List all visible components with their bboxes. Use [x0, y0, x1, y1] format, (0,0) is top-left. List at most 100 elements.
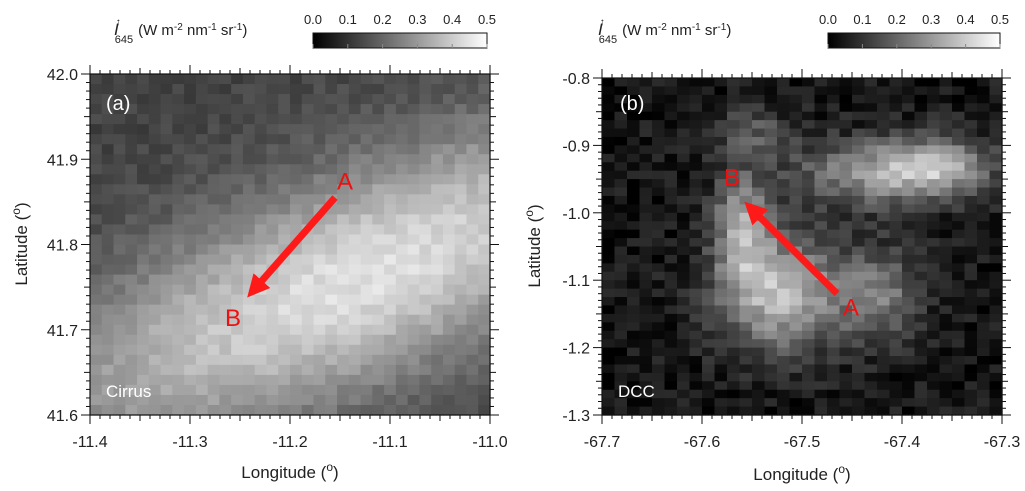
panel-b-heatmap-cell — [614, 179, 628, 189]
panel-b-heatmap-cell — [664, 297, 678, 307]
panel-b-heatmap-cell — [677, 103, 691, 113]
panel-b-heatmap-cell — [939, 271, 953, 281]
panel-b-heatmap-cell — [927, 330, 941, 340]
panel-a-heatmap-cell — [431, 174, 444, 185]
panel-a-heatmap-cell — [407, 314, 421, 326]
panel-b-heatmap-cell — [814, 313, 828, 323]
panel-a-heatmap-cell — [313, 334, 326, 346]
panel-a-heatmap-cell — [101, 174, 115, 185]
panel-b-heatmap-cell — [839, 120, 853, 130]
panel-a-heatmap-cell — [137, 74, 150, 85]
panel-b-heatmap-cell — [914, 356, 928, 366]
panel-b-heatmap-cell — [764, 170, 778, 180]
panel-a-heatmap-cell — [360, 384, 373, 396]
panel-a-heatmap-cell — [290, 364, 303, 376]
panel-a-heatmap-cell — [113, 384, 126, 396]
panel-b-heatmap-cell — [989, 330, 1003, 340]
panel-a-heatmap-cell — [137, 394, 150, 406]
panel-a-heatmap-cell — [90, 384, 103, 396]
panel-b-heatmap-cell — [964, 86, 978, 96]
panel-a-heatmap-cell — [207, 154, 221, 165]
panel-b-heatmap-cell — [989, 221, 1003, 231]
panel-a-heatmap-cell — [278, 324, 291, 336]
panel-b-heatmap-cell — [864, 330, 878, 340]
panel-b-heatmap-cell — [702, 271, 716, 281]
panel-b-heatmap-cell — [902, 330, 916, 340]
panel-a-heatmap-cell — [360, 144, 373, 155]
panel-b-heatmap-cell — [864, 78, 878, 88]
panel-a-heatmap-cell — [478, 184, 491, 195]
panel-a-heatmap-cell — [231, 134, 244, 145]
panel-b-heatmap-cell — [839, 339, 853, 349]
panel-b-heatmap-cell — [814, 322, 828, 332]
panel-b-heatmap-cell — [677, 339, 691, 349]
panel-a-heatmap-cell — [454, 324, 468, 336]
panel-b-heatmap-cell — [789, 212, 803, 222]
panel-b-heatmap-cell — [614, 288, 628, 298]
panel-a-heatmap-cell — [478, 144, 491, 155]
panel-b-heatmap-cell — [839, 128, 853, 138]
panel-a-heatmap-cell — [254, 334, 268, 346]
panel-b-heatmap-cell — [764, 103, 778, 113]
panel-a-heatmap-cell — [325, 234, 338, 246]
panel-b-heatmap-cell — [802, 330, 816, 340]
panel-a-heatmap-cell — [454, 244, 468, 256]
panel-a-heatmap-cell — [337, 294, 350, 306]
panel-a-heatmap-cell — [266, 404, 279, 416]
panel-a-heatmap-cell — [125, 384, 138, 396]
panel-a-heatmap-cell — [172, 304, 185, 316]
panel-b-heatmap-cell — [814, 263, 828, 273]
panel-a-heatmap-cell — [360, 194, 373, 205]
panel-b-heatmap-cell — [989, 297, 1003, 307]
panel-a-heatmap-cell — [419, 224, 432, 236]
panel-b-heatmap-cell — [964, 381, 978, 391]
panel-b-heatmap-cell — [902, 288, 916, 298]
panel-a-heatmap-cell — [254, 364, 268, 376]
panel-a-heatmap-cell — [101, 94, 115, 105]
panel-b-heatmap-cell — [902, 339, 916, 349]
panel-a-heatmap-cell — [407, 104, 421, 115]
panel-a-heatmap-cell — [148, 244, 162, 256]
panel-a-heatmap-cell — [313, 314, 326, 326]
panel-b-heatmap-cell — [952, 78, 966, 88]
panel-b-heatmap-cell — [689, 372, 703, 382]
panel-a-heatmap-cell — [454, 274, 468, 286]
panel-b-heatmap-cell — [714, 364, 728, 374]
panel-b-heatmap-cell — [902, 372, 916, 382]
panel-a-heatmap-cell — [160, 364, 173, 376]
panel-b-heatmap-cell — [964, 280, 978, 290]
panel-a-heatmap-cell — [101, 154, 115, 165]
panel-a-heatmap-cell — [172, 284, 185, 296]
panel-b-heatmap-cell — [927, 288, 941, 298]
panel-a-heatmap-cell — [384, 134, 397, 145]
panel-b-heatmap-cell — [789, 339, 803, 349]
panel-b-heatmap-cell — [777, 254, 791, 264]
panel-a-heatmap-cell — [148, 364, 162, 376]
panel-b-heatmap-cell — [677, 212, 691, 222]
panel-b-heatmap-cell — [839, 179, 853, 189]
panel-b-heatmap-cell — [952, 120, 966, 130]
panel-b-heatmap-cell — [602, 128, 616, 138]
panel-a-heatmap-cell — [301, 234, 315, 246]
panel-a-heatmap-cell — [184, 204, 197, 216]
panel-b-heatmap-cell — [952, 94, 966, 104]
panel-b-heatmap-cell — [602, 187, 616, 197]
panel-a-heatmap-cell — [442, 394, 456, 406]
panel-b-heatmap-cell — [714, 372, 728, 382]
panel-b-heatmap-cell — [864, 162, 878, 172]
panel-a-heatmap-cell — [172, 364, 185, 376]
panel-a-heatmap-cell — [478, 314, 491, 326]
panel-b-heatmap-cell — [714, 128, 728, 138]
panel-b-heatmap-cell — [827, 195, 841, 205]
panel-a-heatmap-cell — [231, 324, 244, 336]
panel-b-heatmap-cell — [677, 246, 691, 256]
panel-b-heatmap-cell — [902, 162, 916, 172]
panel-a-heatmap-cell — [348, 294, 362, 306]
panel-a-heatmap-cell — [219, 364, 232, 376]
panel-a-heatmap-cell — [266, 304, 279, 316]
panel-b-heatmap-cell — [939, 406, 953, 416]
panel-a-heatmap-cell — [184, 394, 197, 406]
panel-a-heatmap-cell — [266, 324, 279, 336]
panel-a-heatmap-cell — [113, 224, 126, 236]
panel-a-heatmap-cell — [219, 224, 232, 236]
